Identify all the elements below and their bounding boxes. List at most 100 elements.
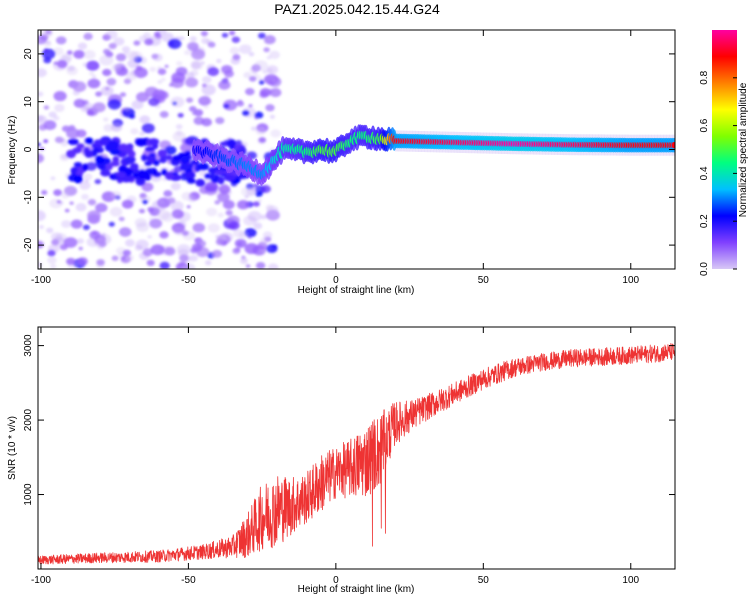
noise-blob bbox=[223, 77, 229, 82]
noise-blob bbox=[86, 110, 95, 116]
noise-blob bbox=[170, 182, 181, 191]
noise-blob bbox=[203, 104, 209, 109]
noise-blob bbox=[55, 36, 67, 45]
noise-blob bbox=[159, 110, 169, 118]
noise-blob bbox=[172, 155, 182, 161]
noise-blob bbox=[48, 111, 57, 118]
noise-blob bbox=[139, 115, 151, 124]
noise-blob bbox=[105, 30, 118, 40]
noise-blob bbox=[164, 171, 174, 181]
noise-blob bbox=[273, 84, 280, 89]
noise-blob bbox=[244, 243, 259, 255]
noise-blob bbox=[61, 192, 70, 199]
noise-blob bbox=[176, 60, 183, 67]
noise-blob bbox=[66, 50, 73, 55]
noise-blob bbox=[211, 249, 222, 258]
noise-blob bbox=[38, 210, 46, 222]
noise-blob bbox=[229, 46, 240, 55]
noise-blob bbox=[47, 250, 56, 257]
noise-blob bbox=[118, 216, 125, 222]
noise-blob bbox=[43, 139, 49, 144]
noise-blob bbox=[67, 138, 80, 146]
noise-blob bbox=[136, 65, 143, 71]
noise-blob bbox=[38, 225, 45, 229]
noise-blob bbox=[245, 264, 251, 268]
noise-blob bbox=[53, 189, 62, 196]
noise-blob bbox=[165, 154, 173, 161]
snr-x-label: Height of straight line (km) bbox=[298, 584, 415, 595]
noise-blob bbox=[151, 200, 167, 212]
noise-blob bbox=[135, 138, 147, 147]
colorbar-tick-label: 0.4 bbox=[699, 166, 710, 180]
noise-blob bbox=[252, 201, 260, 207]
noise-blob bbox=[97, 162, 104, 170]
noise-blob bbox=[270, 129, 281, 138]
colorbar-scale bbox=[712, 30, 737, 269]
noise-blob bbox=[149, 218, 163, 229]
noise-blob bbox=[68, 124, 76, 131]
noise-blob bbox=[184, 50, 191, 56]
noise-blob bbox=[85, 137, 94, 145]
noise-blob bbox=[202, 83, 207, 88]
noise-blob bbox=[221, 65, 233, 74]
noise-blob bbox=[244, 195, 249, 199]
noise-blob bbox=[265, 204, 274, 211]
noise-blob bbox=[255, 127, 267, 136]
spectrogram-y-ticks: -20 -10 0 10 20 bbox=[23, 48, 675, 252]
noise-blob bbox=[89, 230, 101, 240]
x-tick-label: 100 bbox=[622, 575, 639, 586]
noise-blob bbox=[157, 149, 167, 158]
ridge-halo bbox=[675, 135, 679, 156]
colorbar-label: Normalized spectral amplitude bbox=[738, 82, 749, 217]
noise-blob bbox=[46, 227, 54, 234]
noise-blob bbox=[38, 262, 43, 268]
noise-blob bbox=[185, 77, 199, 88]
colorbar-tick-label: 0.6 bbox=[699, 118, 710, 132]
noise-blob bbox=[260, 248, 267, 254]
noise-blob bbox=[138, 208, 144, 214]
noise-blob bbox=[87, 78, 101, 89]
noise-blob bbox=[146, 259, 155, 267]
noise-blob bbox=[148, 217, 153, 221]
noise-blob bbox=[237, 200, 250, 210]
noise-blob bbox=[54, 103, 65, 113]
noise-blob bbox=[180, 155, 191, 164]
noise-blob bbox=[204, 181, 219, 193]
noise-blob bbox=[50, 263, 57, 269]
noise-blob bbox=[38, 91, 44, 97]
noise-blob bbox=[121, 176, 132, 183]
noise-blob bbox=[108, 42, 117, 50]
noise-blob bbox=[103, 48, 111, 55]
noise-blob bbox=[158, 157, 167, 164]
noise-blob bbox=[69, 201, 74, 205]
noise-blobs bbox=[38, 30, 282, 269]
noise-blob bbox=[127, 59, 140, 69]
noise-blob bbox=[45, 40, 51, 45]
noise-blob bbox=[107, 99, 122, 110]
noise-blob bbox=[184, 150, 192, 156]
noise-blob bbox=[92, 147, 100, 154]
noise-blob bbox=[257, 198, 262, 203]
noise-blob bbox=[56, 200, 62, 204]
noise-blob bbox=[206, 207, 218, 217]
noise-blob bbox=[118, 227, 132, 237]
noise-blob bbox=[130, 128, 139, 135]
noise-blob bbox=[191, 48, 206, 60]
noise-blob bbox=[207, 41, 216, 48]
noise-blob bbox=[222, 199, 235, 210]
noise-blob bbox=[43, 105, 50, 110]
spectrogram-marks bbox=[38, 30, 679, 269]
noise-blob bbox=[186, 97, 194, 103]
noise-blob bbox=[102, 68, 112, 77]
noise-blob bbox=[78, 246, 83, 251]
colorbar-ticks: 0.0 0.2 0.4 0.6 0.8 bbox=[699, 70, 737, 276]
noise-blob bbox=[107, 140, 119, 149]
spectrogram-y-label: Frequency (Hz) bbox=[7, 116, 18, 185]
noise-blob bbox=[201, 118, 212, 127]
noise-blob bbox=[109, 206, 123, 217]
noise-blob bbox=[95, 203, 108, 213]
noise-blob bbox=[262, 231, 273, 239]
noise-blob bbox=[73, 98, 86, 108]
noise-blob bbox=[95, 91, 103, 97]
